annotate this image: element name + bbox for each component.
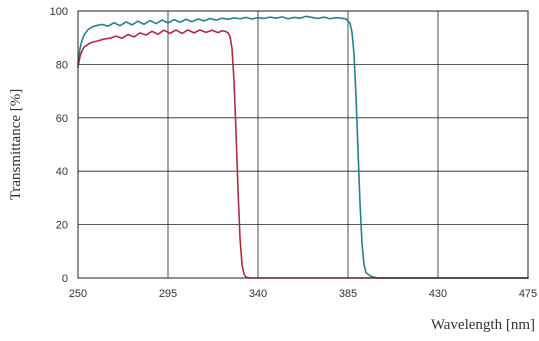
grid-lines bbox=[78, 11, 528, 278]
tick-labels: 250 295 340 385 430 475 0 20 40 60 80 100 bbox=[50, 6, 538, 300]
x-tick-label: 340 bbox=[249, 288, 267, 300]
y-tick-label: 40 bbox=[56, 166, 68, 178]
x-tick-label: 475 bbox=[519, 288, 537, 300]
x-tick-label: 250 bbox=[69, 288, 87, 300]
y-tick-label: 0 bbox=[62, 273, 68, 285]
series-lines bbox=[77, 15, 529, 279]
x-tick-label: 385 bbox=[339, 288, 357, 300]
y-tick-label: 60 bbox=[56, 113, 68, 125]
y-axis-title: Transmittance [%] bbox=[8, 89, 24, 201]
y-tick-label: 20 bbox=[56, 220, 68, 232]
series-line-1 bbox=[77, 15, 529, 279]
plot-frame bbox=[77, 10, 529, 279]
x-axis-title: Wavelength [nm] bbox=[431, 317, 535, 333]
x-tick-label: 295 bbox=[159, 288, 177, 300]
series-line-2 bbox=[77, 29, 529, 279]
y-tick-label: 80 bbox=[56, 59, 68, 71]
y-tick-label: 100 bbox=[50, 6, 68, 18]
x-tick-label: 430 bbox=[429, 288, 447, 300]
